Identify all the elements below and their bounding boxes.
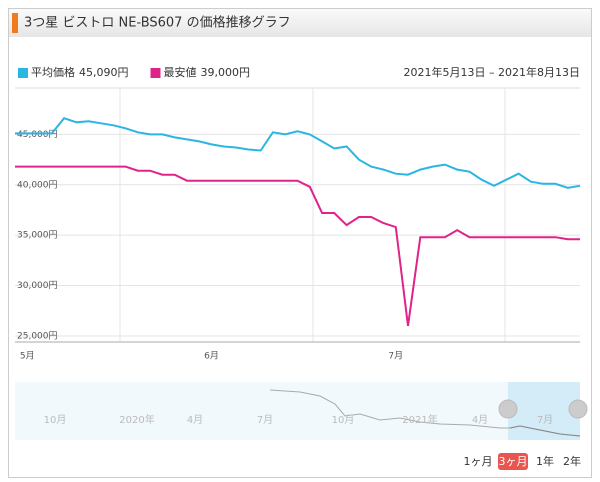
navigator-label: 2021年 — [402, 413, 437, 426]
legend-value: 39,000円 — [201, 66, 251, 79]
legend-label[interactable]: 最安値 — [164, 65, 197, 79]
chart-title: 3つ星 ビストロ NE-BS607 の価格推移グラフ — [24, 15, 291, 31]
navigator-label: 7月 — [537, 414, 553, 426]
x-tick-label: 7月 — [388, 351, 403, 362]
navigator-label: 2020年 — [119, 413, 154, 426]
legend-swatch[interactable] — [18, 68, 28, 78]
x-tick-label: 6月 — [204, 351, 219, 362]
range-button[interactable]: 2年 — [563, 454, 581, 468]
series-line — [15, 165, 580, 327]
legend-swatch[interactable] — [150, 68, 161, 78]
navigator-label: 10月 — [44, 414, 67, 426]
legend-label[interactable]: 平均価格 — [31, 65, 75, 79]
range-button[interactable]: 1年 — [536, 454, 554, 468]
legend-value: 45,090円 — [79, 66, 129, 79]
range-button[interactable]: 3ヶ月 — [499, 455, 528, 468]
navigator-line-selected — [509, 425, 581, 437]
header-bar — [9, 9, 591, 37]
series-line — [15, 117, 581, 189]
navigator[interactable] — [15, 382, 580, 440]
y-tick-label: 40,000円 — [17, 179, 58, 190]
y-tick-label: 30,000円 — [17, 280, 58, 291]
x-tick-label: 5月 — [20, 351, 35, 362]
navigator-label: 7月 — [257, 414, 273, 426]
navigator-handle[interactable] — [498, 399, 518, 419]
button-highlight — [498, 453, 528, 470]
navigator-label: 4月 — [187, 414, 203, 426]
header-marker — [12, 13, 18, 33]
y-tick-label: 35,000円 — [17, 230, 58, 241]
navigator-handle[interactable] — [568, 399, 588, 419]
date-range: 2021年5月13日 – 2021年8月13日 — [404, 65, 580, 79]
range-button[interactable]: 1ヶ月 — [464, 455, 493, 468]
y-tick-label: 25,000円 — [17, 330, 58, 341]
navigator-label: 10月 — [332, 414, 355, 426]
navigator-label: 4月 — [472, 414, 488, 426]
